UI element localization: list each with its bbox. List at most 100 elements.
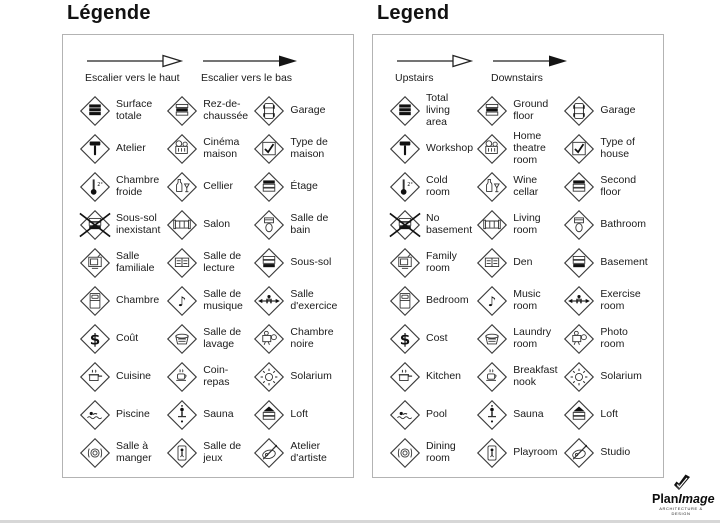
sun-icon bbox=[253, 361, 285, 393]
legend-item-label: Laundry room bbox=[513, 326, 552, 350]
photo-camera-icon bbox=[253, 323, 285, 355]
svg-text:2°: 2° bbox=[97, 182, 103, 188]
legend-item-rez-de-chaussee: Rez-de- chaussée bbox=[166, 95, 253, 127]
legend-item-living-room: Living room bbox=[476, 209, 563, 241]
legend-item-cold-room: 2° Cold room bbox=[389, 171, 476, 203]
stacked-floors-bottom-icon bbox=[563, 247, 595, 279]
legend-item-label: Loft bbox=[600, 408, 618, 421]
swimmer-icon bbox=[389, 399, 421, 431]
stair-up-arrow: Upstairs bbox=[395, 53, 475, 84]
legend-item-label: Sauna bbox=[513, 408, 544, 421]
legend-item-cuisine: Cuisine bbox=[79, 361, 166, 393]
cooking-pot-icon bbox=[79, 361, 111, 393]
toilet-icon bbox=[253, 209, 285, 241]
legend-item-label: No basement bbox=[426, 212, 473, 236]
legend-item-type-de-maison: Type de maison bbox=[253, 133, 345, 165]
legend-item-laundry-room: Laundry room bbox=[476, 323, 563, 355]
legend-item-label: Salle de lavage bbox=[203, 326, 242, 350]
stacked-floors-top-icon bbox=[253, 171, 285, 203]
bookshelf-icon bbox=[166, 247, 198, 279]
legend-item-dining-room: Dining room bbox=[389, 437, 476, 469]
legend-item-label: Studio bbox=[600, 446, 631, 459]
stair-up-arrow: Escalier vers le haut bbox=[85, 53, 185, 84]
legend-item-pool: Pool bbox=[389, 399, 476, 431]
legend-item-photo-room: Photo room bbox=[563, 323, 655, 355]
cooking-pot-icon bbox=[389, 361, 421, 393]
legend-item-solarium: Solarium bbox=[563, 361, 655, 393]
legend-item-label: Salle à manger bbox=[116, 440, 152, 464]
legend-item-label: Salle de lecture bbox=[203, 250, 242, 274]
crossed-basement-icon bbox=[389, 209, 421, 241]
legend-item-etage: Étage bbox=[253, 171, 345, 203]
legend-item-sous-sol-inexistant: Sous-sol inexistant bbox=[79, 209, 166, 241]
legend-item-label: Sous-sol inexistant bbox=[116, 212, 161, 236]
stair-down-arrow: Escalier vers le bas bbox=[201, 53, 301, 84]
legend-item-label: Salle familiale bbox=[116, 250, 155, 274]
legend-item-label: Chambre noire bbox=[290, 326, 334, 350]
legend-item-label: Cinéma maison bbox=[203, 136, 240, 160]
photo-camera-icon bbox=[563, 323, 595, 355]
legend-item-label: Cost bbox=[426, 332, 448, 345]
legend-item-label: Workshop bbox=[426, 142, 474, 155]
legend-item-family-room: Family room bbox=[389, 247, 476, 279]
stacked-floors-roof-icon bbox=[253, 399, 285, 431]
legend-item-playroom: Playroom bbox=[476, 437, 563, 469]
legend-item-no-basement: No basement bbox=[389, 209, 476, 241]
downstairs-arrow-icon bbox=[493, 55, 567, 67]
toy-figure-icon bbox=[476, 437, 508, 469]
legend-item-label: Exercise room bbox=[600, 288, 641, 312]
legend-item-label: Bathroom bbox=[600, 218, 646, 231]
legend-item-chambre: Chambre bbox=[79, 285, 166, 317]
legend-item-salle-d-exercice: Salle d'exercice bbox=[253, 285, 345, 317]
legend-item-label: Cellier bbox=[203, 180, 233, 193]
legend-item-label: Chambre froide bbox=[116, 174, 160, 198]
legend-item-salle-de-lavage: Salle de lavage bbox=[166, 323, 253, 355]
svg-text:$: $ bbox=[90, 330, 101, 348]
legend-item-kitchen: Kitchen bbox=[389, 361, 476, 393]
legend-item-sauna: Sauna bbox=[166, 399, 253, 431]
car-icon bbox=[253, 95, 285, 127]
sauna-person-icon bbox=[166, 399, 198, 431]
legend-item-label: Salle de jeux bbox=[203, 440, 242, 464]
upstairs-arrow-icon bbox=[87, 54, 184, 68]
stacked-floors-bottom-icon bbox=[253, 247, 285, 279]
legend-item-second-floor: Second floor bbox=[563, 171, 655, 203]
legend-item-salle-de-musique: ♪ Salle de musique bbox=[166, 285, 253, 317]
legend-item-piscine: Piscine bbox=[79, 399, 166, 431]
bookshelf-icon bbox=[476, 247, 508, 279]
panel-title: Légende bbox=[67, 2, 151, 24]
stacked-floors-all-icon bbox=[79, 95, 111, 127]
legend-item-breakfast-nook: Breakfast nook bbox=[476, 361, 563, 393]
legend-item-label: Loft bbox=[290, 408, 308, 421]
legend-item-label: Chambre bbox=[116, 294, 160, 307]
legend-item-total-living-area: Total living area bbox=[389, 92, 476, 128]
svg-text:2°: 2° bbox=[407, 182, 413, 188]
legend-item-workshop: Workshop bbox=[389, 133, 476, 165]
legend-item-chambre-noire: Chambre noire bbox=[253, 323, 345, 355]
planimage-logo-tagline: ARCHITECTURE & DESIGN bbox=[659, 506, 703, 516]
legend-item-label: Bedroom bbox=[426, 294, 469, 307]
legend-item-label: Piscine bbox=[116, 408, 150, 421]
legend-panel-fr: Légende Escalier vers le haut Escalier v… bbox=[62, 2, 354, 478]
legend-item-loft: Loft bbox=[253, 399, 345, 431]
film-projector-icon bbox=[476, 133, 508, 165]
dollar-sign-icon: $ bbox=[389, 323, 421, 355]
legend-items: Surface totale Rez-de- chaussée Garage A… bbox=[79, 92, 345, 472]
legend-item-sauna: Sauna bbox=[476, 399, 563, 431]
coffee-cup-icon bbox=[476, 361, 508, 393]
legend-item-garage: Garage bbox=[563, 95, 655, 127]
legend-item-sous-sol: Sous-sol bbox=[253, 247, 345, 279]
arrow-label: Upstairs bbox=[395, 72, 434, 84]
legend-item-label: Type de maison bbox=[290, 136, 328, 160]
artist-palette-icon bbox=[563, 437, 595, 469]
legend-item-label: Rez-de- chaussée bbox=[203, 98, 249, 122]
legend-item-salon: Salon bbox=[166, 209, 253, 241]
laundry-basket-icon bbox=[476, 323, 508, 355]
legend-item-loft: Loft bbox=[563, 399, 655, 431]
car-icon bbox=[563, 95, 595, 127]
legend-item-home-theatre-room: Home theatre room bbox=[476, 130, 563, 166]
legend-item-atelier-d-artiste: Atelier d'artiste bbox=[253, 437, 345, 469]
legend-item-label: Salle d'exercice bbox=[290, 288, 338, 312]
stair-down-arrow: Downstairs bbox=[491, 53, 571, 84]
sofa-icon bbox=[476, 209, 508, 241]
